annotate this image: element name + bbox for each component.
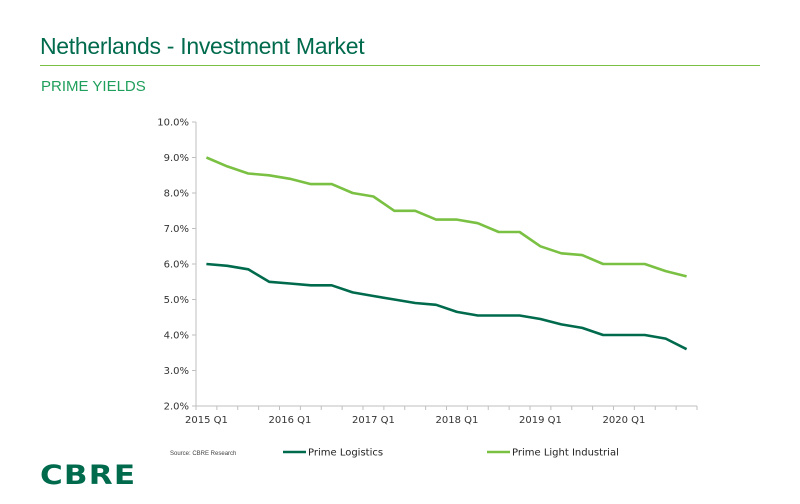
y-tick-label: 3.0% (164, 366, 189, 377)
series-line-prime-light-industrial (205, 156, 687, 278)
cbre-logo: CBRE (40, 460, 137, 491)
legend-label: Prime Logistics (308, 448, 383, 459)
page-title: Netherlands - Investment Market (40, 33, 365, 59)
chart-legend: Prime Logistics Prime Light Industrial (283, 448, 619, 459)
x-tick-label: 2018 Q1 (436, 415, 479, 426)
page-subtitle: PRIME YIELDS (41, 78, 146, 95)
y-tick-label: 5.0% (164, 295, 189, 306)
chart-axes: 2.0% 3.0% 4.0% 5.0% 6.0% 7.0% 8.0% 9.0% 10.0% 201… (157, 118, 698, 426)
source-note: Source: CBRE Research (170, 451, 237, 457)
header-divider (40, 65, 760, 66)
y-tick-label: 6.0% (164, 260, 189, 271)
x-tick-label: 2015 Q1 (185, 415, 228, 426)
series-line-prime-logistics (206, 262, 688, 351)
chart-series (205, 156, 688, 351)
x-tick-label: 2019 Q1 (519, 415, 562, 426)
y-tick-label: 9.0% (164, 153, 189, 164)
legend-label: Prime Light Industrial (512, 448, 619, 459)
y-tick-label: 4.0% (164, 331, 189, 342)
y-tick-label: 7.0% (164, 224, 189, 235)
y-tick-label: 10.0% (157, 118, 189, 129)
y-tick-label: 8.0% (164, 189, 189, 200)
x-tick-label: 2017 Q1 (352, 415, 395, 426)
x-tick-label: 2020 Q1 (603, 415, 646, 426)
x-tick-label: 2016 Q1 (269, 415, 312, 426)
y-tick-label: 2.0% (164, 402, 189, 413)
